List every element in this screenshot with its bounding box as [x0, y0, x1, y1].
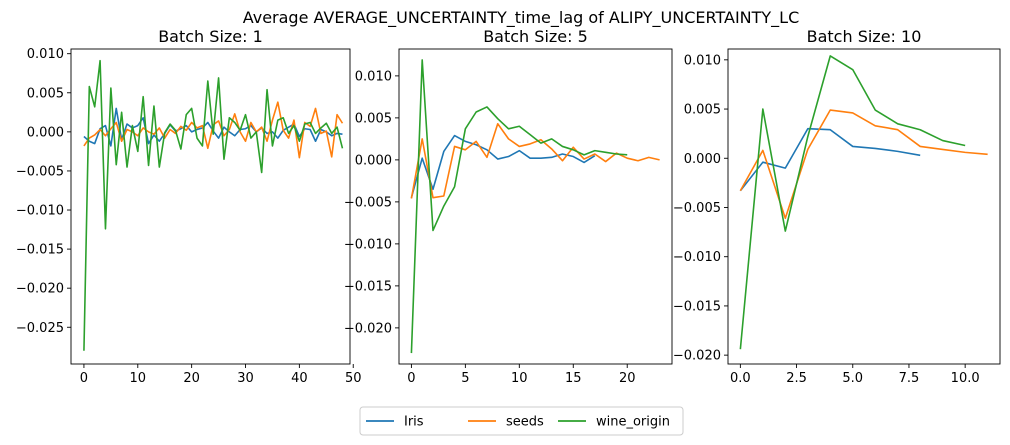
y-tick-label: 0.010 — [684, 53, 721, 68]
y-tick-label: 0.010 — [27, 47, 64, 62]
y-tick-label: 0.005 — [27, 86, 64, 101]
legend-label: seeds — [506, 415, 544, 430]
y-tick-label: −0.010 — [673, 250, 721, 265]
legend: Iris seeds wine_origin — [359, 406, 684, 436]
subplot-title: Batch Size: 1 — [158, 27, 263, 46]
series-line-seeds — [739, 109, 988, 220]
x-tick-label: 40 — [291, 371, 308, 386]
x-tick-label: 10 — [130, 371, 147, 386]
x-tick-label: 0 — [407, 371, 415, 386]
figure-suptitle: Average AVERAGE_UNCERTAINTY_time_lag of … — [243, 8, 800, 28]
x-tick-label: 0 — [80, 371, 88, 386]
y-tick-label: −0.005 — [673, 201, 721, 216]
series-line-seeds — [83, 101, 344, 159]
y-tick-label: 0.005 — [355, 111, 392, 126]
series-line-wine-origin — [83, 59, 344, 351]
x-tick-label: 0.0 — [730, 371, 751, 386]
y-tick-label: −0.010 — [16, 204, 64, 219]
legend-box — [359, 406, 684, 436]
y-tick-label: 0.000 — [684, 152, 721, 167]
y-tick-label: 0.010 — [355, 69, 392, 84]
y-tick-label: −0.025 — [16, 321, 64, 336]
x-tick-label: 10.0 — [951, 371, 980, 386]
x-tick-label: 15 — [565, 371, 582, 386]
x-tick-label: 20 — [619, 371, 636, 386]
x-tick-label: 2.5 — [786, 371, 807, 386]
y-tick-label: 0.000 — [355, 153, 392, 168]
y-tick-label: −0.020 — [673, 349, 721, 364]
series-lines — [83, 59, 344, 351]
y-tick-label: 0.000 — [27, 125, 64, 140]
y-tick-label: −0.005 — [16, 164, 64, 179]
x-tick-label: 20 — [183, 371, 200, 386]
subplot-title: Batch Size: 10 — [807, 27, 922, 46]
y-tick-label: −0.010 — [344, 237, 392, 252]
x-tick-label: 5 — [461, 371, 469, 386]
subplots: Batch Size: 10 10 20 30 40 50−0.025−0.020−0.0… — [16, 27, 1001, 386]
series-line-wine-origin — [739, 55, 966, 350]
x-tick-label: 7.5 — [899, 371, 920, 386]
legend-label: Iris — [404, 415, 424, 430]
axes-frame — [70, 48, 351, 365]
subplot-2: Batch Size: 5 0 5 10 15 20 −0.020 −0.015 −0.010 −… — [344, 27, 673, 386]
y-tick-label: −0.015 — [16, 243, 64, 258]
legend-label: wine_origin — [596, 415, 670, 430]
subplot-3: Batch Size: 10 0.0 2.5 5.0 7.5 10.0 −0.020 −0.0… — [673, 27, 1001, 386]
y-tick-label: −0.015 — [344, 279, 392, 294]
x-tick-label: 10 — [511, 371, 528, 386]
subplot-1: Batch Size: 1 0 10 20 30 40 50 −0.025 −0.020 −0.0… — [16, 27, 362, 386]
axes-frame — [727, 48, 1001, 365]
subplot-title: Batch Size: 5 — [483, 27, 588, 46]
y-tick-label: −0.015 — [673, 299, 721, 314]
axes-frame — [398, 48, 673, 365]
series-line-seeds — [410, 122, 660, 199]
x-tick-label: 50 — [345, 371, 362, 386]
series-line-iris — [410, 134, 596, 198]
y-tick-label: −0.020 — [16, 282, 64, 297]
y-tick-label: 0.005 — [684, 103, 721, 118]
series-lines — [739, 55, 988, 350]
y-tick-label: −0.020 — [344, 321, 392, 336]
x-tick-label: 30 — [237, 371, 254, 386]
series-line-wine-origin — [410, 59, 628, 354]
series-line-iris — [739, 127, 921, 192]
x-tick-label: 5.0 — [842, 371, 863, 386]
y-tick-label: −0.005 — [344, 195, 392, 210]
series-lines — [410, 59, 660, 354]
